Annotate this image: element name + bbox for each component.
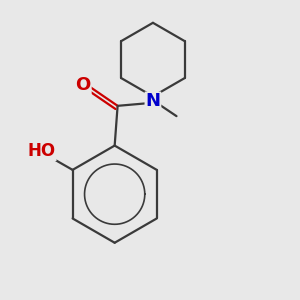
Text: O: O: [76, 76, 91, 94]
Text: N: N: [146, 92, 160, 110]
Text: N: N: [146, 92, 160, 110]
Text: HO: HO: [28, 142, 56, 160]
Text: HO: HO: [28, 142, 56, 160]
Text: O: O: [76, 76, 91, 94]
